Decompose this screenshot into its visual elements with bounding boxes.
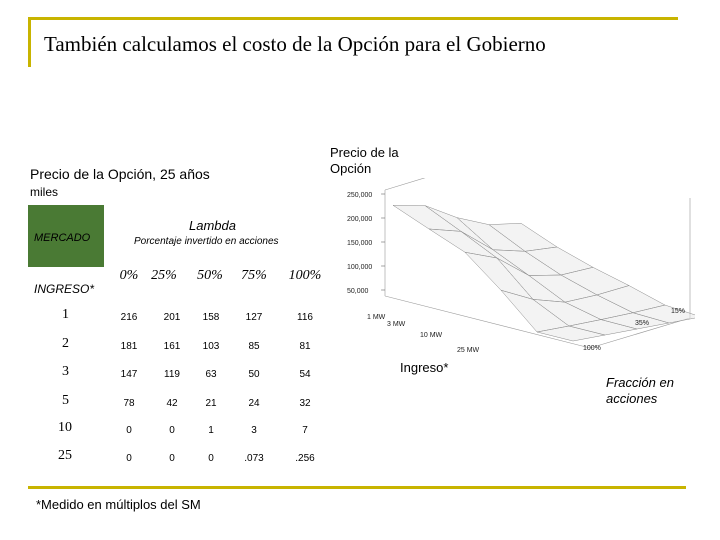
plot-title: Precio de la Opción [330,145,399,177]
table-cell: 42 [166,398,178,409]
row-header-ingreso: 3 [62,364,69,379]
slide-title: También calculamos el costo de la Opción… [44,32,546,56]
y-tick-label: 250,000 [347,192,372,199]
surface-mesh [392,205,695,342]
row-header-ingreso: 25 [58,448,72,463]
ingreso-label: INGRESO* [34,282,95,296]
z-tick-label: 100% [583,345,601,352]
frame-top-rule [28,17,678,20]
frame-bottom-rule [28,486,686,489]
x-tick-label: 25 MW [457,347,480,354]
row-header-ingreso: 1 [62,307,69,322]
table-cell: .256 [295,453,315,464]
table-cell: 32 [299,398,311,409]
table-cell: 216 [120,312,138,323]
column-header: 75% [241,268,267,283]
plot-box-lines [384,178,691,349]
footnote: *Medido en múltiplos del SM [36,497,201,512]
table-cell: 119 [164,369,180,380]
x-tick-label: 3 MW [387,321,406,328]
z-tick-label: 35% [635,320,649,327]
column-header: 50% [197,268,223,283]
table-cell: 1 [208,425,214,436]
lambda-label: Lambda [189,218,236,233]
table-cell: 0 [169,425,175,436]
fraccion-line1: Fracción en [606,375,674,390]
column-header: 0% [119,268,139,283]
y-tick-label: 50,000 [347,288,369,295]
table-cell: 161 [163,341,181,352]
table-subtitle: Precio de la Opción, 25 años [30,166,210,182]
table-cell: 0 [169,453,175,464]
table-cell: 0 [208,453,214,464]
x-tick-label: 1 MW [367,314,386,321]
z-tick-label: 15% [671,308,685,315]
x-tick-label: 10 MW [420,332,443,339]
plot-title-line2: Opción [330,161,372,176]
table-cell: 3 [251,425,257,436]
x-axis-ticks: 1 MW3 MW 10 MW 25 MW [367,314,480,354]
table-cell: 116 [297,312,313,323]
row-header-ingreso: 5 [62,393,69,408]
column-header: 25% [151,268,177,283]
row-header-ingreso: 2 [62,336,69,351]
table-cell: 54 [299,369,311,380]
y-axis-ticks: 250,000 200,000 150,000 100,000 50,000 [347,192,385,295]
units-label: miles [30,185,59,199]
table-cell: 181 [120,341,138,352]
surface-patch [632,304,695,324]
table-cell: 63 [205,369,217,380]
table-cell: 201 [163,312,181,323]
column-header: 100% [288,268,322,283]
frame-left-rule [28,17,31,67]
ingreso-axis-label: Ingreso* [400,360,449,375]
table-cell: 78 [123,398,135,409]
table-cell: 50 [248,369,260,380]
table-cell: 0 [126,425,132,436]
mercado-label: MERCADO [34,232,91,244]
table-cell: 24 [248,398,260,409]
table-cell: 81 [299,341,311,352]
y-tick-label: 100,000 [347,264,372,271]
fraccion-axis-label: Fracción en acciones [606,375,674,407]
table-cell: 21 [205,398,217,409]
table-cell: 158 [202,312,220,323]
table-cell: 147 [120,369,138,380]
row-header-ingreso: 10 [58,420,72,435]
z-axis-ticks: 15% 35% 100% [583,308,685,352]
plot-title-line1: Precio de la [330,145,399,160]
table-cell: 103 [202,341,220,352]
table-cell: 7 [302,425,308,436]
mercado-header-cell [28,205,104,267]
table-cell: 0 [126,453,132,464]
fraccion-line2: acciones [606,391,658,406]
y-tick-label: 150,000 [347,240,372,247]
porcentaje-label: Porcentaje invertido en acciones [134,236,279,247]
y-tick-label: 200,000 [347,216,372,223]
table-cell: 127 [245,312,263,323]
table-cell: 85 [248,341,260,352]
table-cell: .073 [244,453,264,464]
